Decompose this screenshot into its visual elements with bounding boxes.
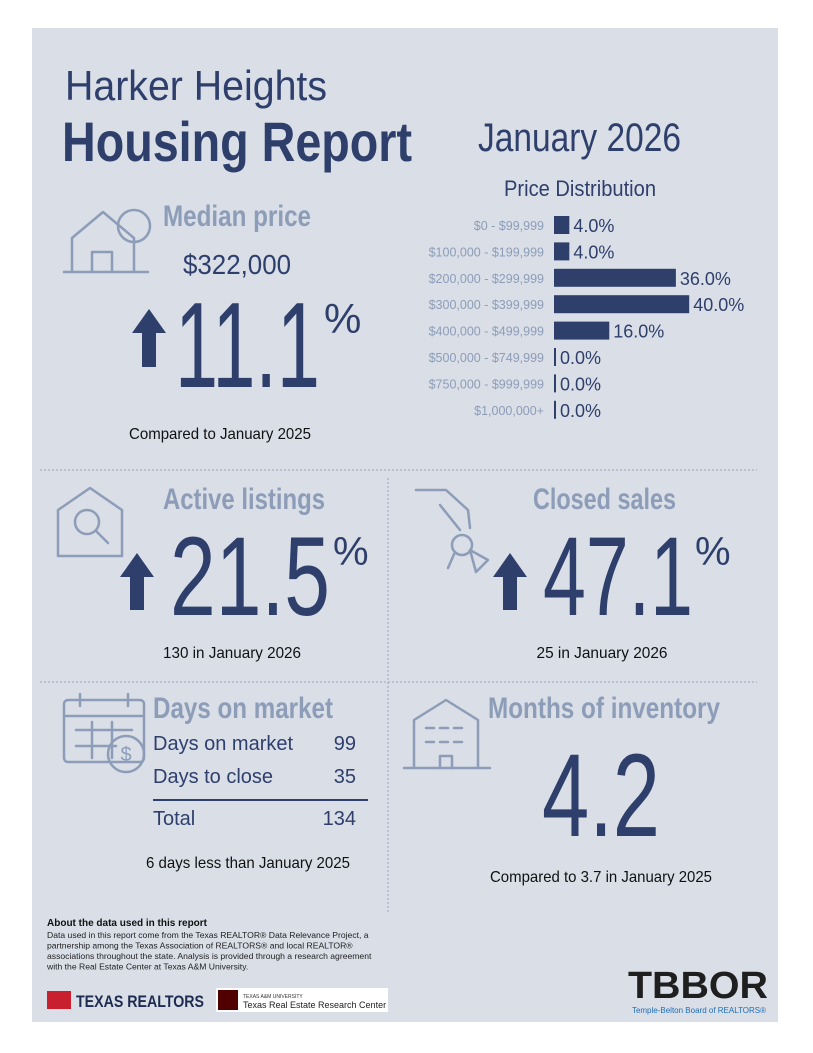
bar — [556, 268, 676, 287]
logo-text: TEXAS REALTORS — [76, 992, 204, 1011]
up-arrow — [120, 553, 154, 610]
value-label: 4.0% — [573, 216, 614, 236]
active-note: 130 in January 2026 — [163, 645, 301, 662]
percent-sign: % — [324, 295, 361, 342]
bin-label: $400,000 - $499,999 — [429, 325, 544, 339]
about-line: associations throughout the state. Analy… — [47, 951, 372, 961]
bin-label: $1,000,000+ — [474, 404, 544, 418]
value-label: 40.0% — [693, 295, 744, 315]
about-line: Data used in this report come from the T… — [47, 930, 369, 940]
logo-text: TEXAS A&M UNIVERSITY — [243, 994, 303, 1000]
value-label: 16.0% — [613, 322, 664, 342]
logo-text: Texas Real Estate Research Center — [243, 1000, 386, 1010]
bar — [556, 295, 690, 314]
bin-label: $750,000 - $999,999 — [429, 377, 544, 391]
median-label: Median price — [163, 200, 311, 233]
value-label: 0.0% — [560, 374, 601, 394]
dom-note: 6 days less than January 2025 — [146, 855, 350, 872]
dom-row-label: Days on market — [153, 733, 293, 755]
percent-sign: % — [333, 530, 369, 574]
value-label: 4.0% — [573, 242, 614, 262]
logo-subtext: Temple-Belton Board of REALTORS® — [632, 1006, 766, 1015]
title-line1: Harker Heights — [65, 62, 327, 109]
active-change: 21.5 — [170, 514, 330, 639]
texas-realtors-logo: TEXAS REALTORS — [47, 991, 204, 1011]
median-price: $322,000 — [183, 249, 291, 280]
dom-row-value: 35 — [334, 766, 356, 788]
about-text: Data used in this report come from the T… — [46, 930, 372, 972]
house-search-icon — [56, 486, 124, 558]
dom-row-label: Days to close — [153, 766, 273, 788]
moi-value: 4.2 — [542, 730, 660, 862]
bin-label: $0 - $99,999 — [474, 219, 544, 233]
bin-label: $100,000 - $199,999 — [429, 245, 544, 259]
dom-row-value: 99 — [334, 733, 356, 755]
moi-note: Compared to 3.7 in January 2025 — [490, 869, 712, 886]
bar — [556, 216, 570, 234]
percent-sign: % — [695, 530, 731, 574]
bin-label: $300,000 - $399,999 — [429, 298, 544, 312]
up-arrow — [132, 309, 166, 367]
median-note: Compared to January 2025 — [129, 426, 311, 443]
bar — [556, 242, 570, 261]
logo-text: TBBOR — [628, 965, 768, 1007]
card — [32, 28, 778, 1022]
bin-label: $200,000 - $299,999 — [429, 272, 544, 286]
bin-label: $500,000 - $749,999 — [429, 351, 544, 365]
dom-label: Days on market — [153, 692, 333, 725]
calendar-icon: $ — [62, 692, 146, 774]
building-icon — [402, 698, 492, 770]
value-label: 0.0% — [560, 348, 601, 368]
value-label: 0.0% — [560, 401, 601, 421]
dom-total-value: 134 — [323, 808, 356, 830]
about-line: with the Real Estate Center at Texas A&M… — [46, 962, 248, 972]
dom-total-label: Total — [153, 808, 195, 830]
moi-label: Months of inventory — [488, 692, 720, 725]
period: January 2026 — [478, 116, 681, 160]
about-line: partnership among the Texas Association … — [47, 941, 353, 951]
hand-key-icon — [414, 488, 490, 574]
bar — [556, 321, 610, 340]
tamu-logo: TEXAS A&M UNIVERSITY Texas Real Estate R… — [216, 988, 388, 1012]
house-tree-icon — [62, 208, 152, 274]
median-change: 11.1 — [175, 277, 320, 413]
closed-note: 25 in January 2026 — [537, 645, 668, 662]
about-title: About the data used in this report — [47, 918, 208, 929]
closed-label: Closed sales — [533, 483, 676, 516]
value-label: 36.0% — [680, 269, 731, 289]
up-arrow — [493, 553, 527, 610]
closed-change: 47.1 — [543, 514, 693, 639]
distribution-title: Price Distribution — [504, 176, 656, 201]
tbbor-logo: TBBOR Temple-Belton Board of REALTORS® — [628, 965, 768, 1015]
dollar-icon: $ — [120, 744, 131, 766]
title-line2: Housing Report — [62, 110, 412, 173]
active-label: Active listings — [163, 483, 325, 516]
